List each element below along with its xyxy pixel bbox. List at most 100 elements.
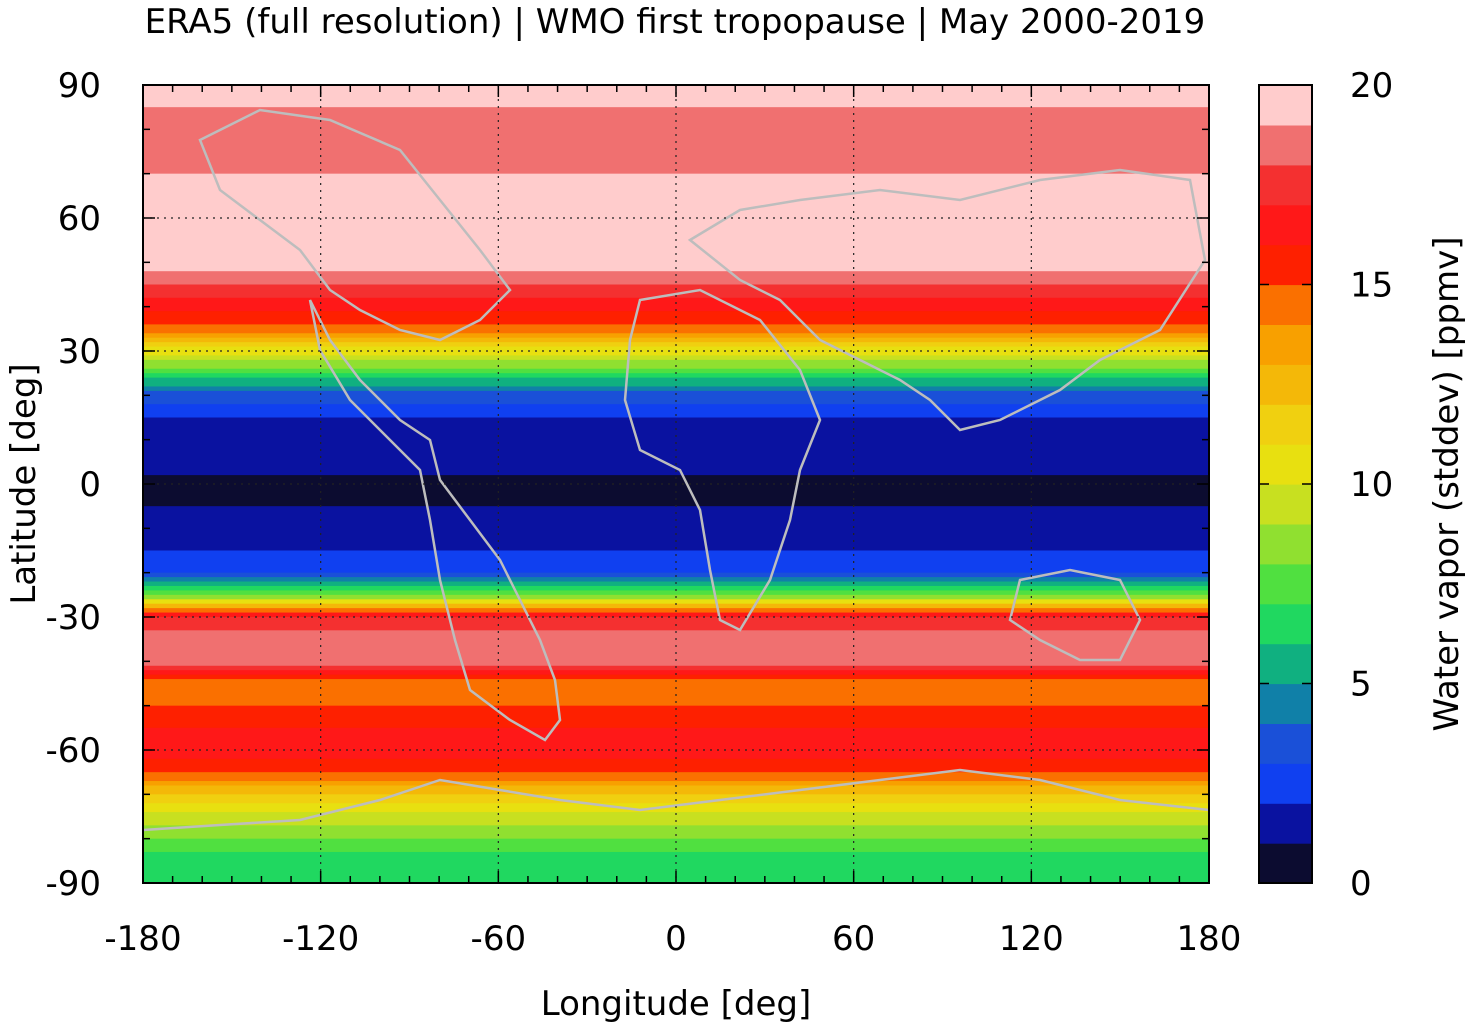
zonal-band xyxy=(143,169,1209,175)
zonal-band xyxy=(143,488,1209,494)
zonal-band xyxy=(143,452,1209,458)
zonal-band xyxy=(143,648,1209,654)
zonal-band xyxy=(143,829,1209,835)
zonal-band xyxy=(143,568,1209,574)
y-tick-label: 0 xyxy=(79,465,101,505)
zonal-band xyxy=(143,368,1209,374)
zonal-band xyxy=(143,639,1209,645)
zonal-band xyxy=(143,253,1209,259)
coastline-outlines xyxy=(143,108,1209,832)
zonal-band xyxy=(143,138,1209,144)
zonal-band xyxy=(143,847,1209,853)
zonal-band xyxy=(143,133,1209,139)
grid-lines xyxy=(143,85,1209,883)
zonal-band xyxy=(143,430,1209,436)
chart-title: ERA5 (full resolution) | WMO first tropo… xyxy=(144,2,1206,42)
colorbar-segment xyxy=(1259,324,1312,365)
zonal-band xyxy=(143,151,1209,157)
x-axis-label: Longitude [deg] xyxy=(541,984,812,1024)
zonal-band xyxy=(143,590,1209,596)
zonal-band xyxy=(143,843,1209,849)
zonal-band xyxy=(143,297,1209,303)
y-tick-label: -90 xyxy=(45,864,101,904)
zonal-band xyxy=(143,191,1209,197)
colorbar-segment xyxy=(1259,244,1312,286)
zonal-band xyxy=(143,373,1209,379)
x-tick-label: -120 xyxy=(282,919,359,959)
zonal-band xyxy=(143,421,1209,427)
y-tick-label: -60 xyxy=(45,731,101,771)
zonal-band xyxy=(143,275,1209,281)
colorbar-segment xyxy=(1259,803,1312,844)
zonal-band xyxy=(143,129,1209,135)
zonal-band xyxy=(143,266,1209,272)
zonal-band xyxy=(143,249,1209,255)
zonal-band xyxy=(143,359,1209,365)
zonal-band xyxy=(143,670,1209,676)
zonal-band xyxy=(143,687,1209,693)
zonal-band xyxy=(143,484,1209,490)
zonal-band xyxy=(143,470,1209,476)
zonal-band xyxy=(143,284,1209,290)
zonal-band xyxy=(143,625,1209,631)
zonal-band xyxy=(143,834,1209,840)
colorbar-segment xyxy=(1259,284,1312,325)
zonal-band xyxy=(143,865,1209,871)
zonal-band xyxy=(143,351,1209,357)
zonal-band xyxy=(143,448,1209,454)
zonal-band xyxy=(143,142,1209,148)
zonal-band xyxy=(143,204,1209,210)
zonal-band xyxy=(143,337,1209,343)
zonal-band xyxy=(143,315,1209,321)
zonal-band xyxy=(143,271,1209,277)
colorbar-segment xyxy=(1259,444,1312,485)
zonal-band xyxy=(143,435,1209,441)
zonal-band xyxy=(143,226,1209,232)
zonal-band xyxy=(143,107,1209,113)
zonal-band xyxy=(143,550,1209,556)
colorbar-segment xyxy=(1259,364,1312,405)
zonal-band xyxy=(143,714,1209,720)
zonal-band xyxy=(143,696,1209,702)
zonal-band xyxy=(143,723,1209,729)
zonal-band xyxy=(143,479,1209,485)
zonal-band xyxy=(143,240,1209,246)
colorbar-segment xyxy=(1259,603,1312,645)
zonal-band xyxy=(143,164,1209,170)
colorbar-ticks: 0 5 10 15 20 xyxy=(1259,66,1393,904)
zonal-band xyxy=(143,528,1209,534)
zonal-band xyxy=(143,781,1209,787)
colorbar-segment xyxy=(1259,523,1312,565)
zonal-band xyxy=(143,355,1209,361)
zonal-band xyxy=(143,807,1209,813)
y-axis-label: Latitude [deg] xyxy=(4,363,44,604)
colorbar-segment xyxy=(1259,484,1312,525)
zonal-band xyxy=(143,674,1209,680)
colorbar-segment xyxy=(1259,723,1312,764)
colorbar-segment xyxy=(1259,843,1312,884)
zonal-band xyxy=(143,537,1209,543)
zonal-band xyxy=(143,213,1209,219)
zonal-band xyxy=(143,501,1209,507)
colorbar-segment xyxy=(1259,164,1312,206)
colorbar-segment xyxy=(1259,404,1312,445)
zonal-band xyxy=(143,178,1209,184)
zonal-band xyxy=(143,515,1209,521)
colorbar-segment xyxy=(1259,85,1312,126)
y-tick-label: 30 xyxy=(58,332,101,372)
zonal-band xyxy=(143,155,1209,161)
zonal-band xyxy=(143,120,1209,126)
zonal-band xyxy=(143,634,1209,640)
colorbar-segment xyxy=(1259,204,1312,246)
colorbar xyxy=(1259,85,1312,884)
zonal-band xyxy=(143,581,1209,587)
y-tick-label: 90 xyxy=(58,66,101,106)
zonal-band xyxy=(143,492,1209,498)
x-tick-label: -60 xyxy=(471,919,527,959)
zonal-band xyxy=(143,599,1209,605)
zonal-band xyxy=(143,395,1209,401)
x-tick-label: 60 xyxy=(832,919,875,959)
zonal-band xyxy=(143,333,1209,339)
zonal-band xyxy=(143,386,1209,392)
